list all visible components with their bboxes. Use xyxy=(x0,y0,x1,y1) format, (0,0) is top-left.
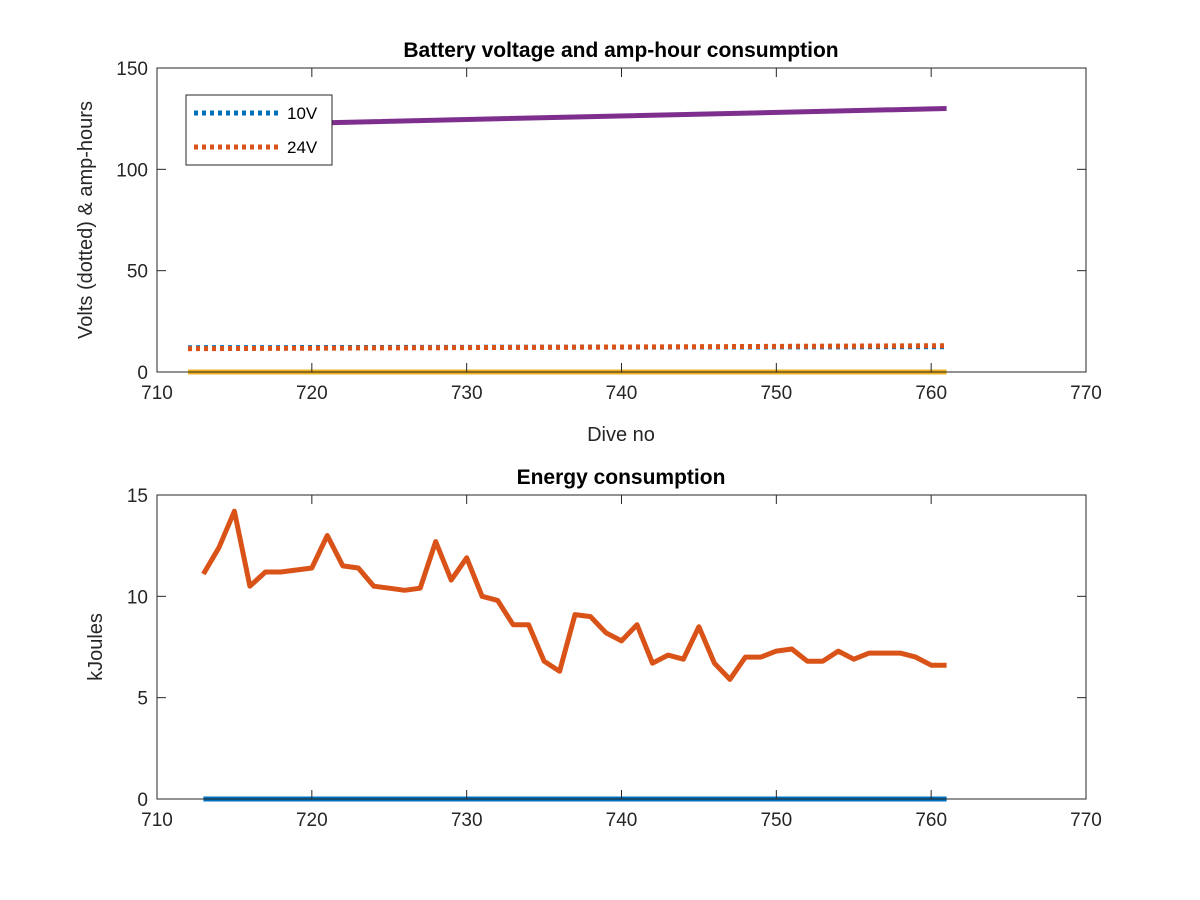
legend: 10V 24V xyxy=(185,94,333,166)
plot-area xyxy=(157,495,1086,799)
ticks-layer: 710 720 730 740 750 760 770 0 5 10 15 xyxy=(127,486,1102,831)
series-line-1 xyxy=(187,343,947,352)
x-tick-label: 750 xyxy=(760,810,792,831)
y-tick-label: 15 xyxy=(127,486,148,507)
y-tick-label: 10 xyxy=(127,587,148,608)
legend-label-24v: 24V xyxy=(287,138,318,157)
x-tick-label: 710 xyxy=(141,810,173,831)
x-tick-label: 760 xyxy=(915,383,947,404)
ticks-layer: 710 720 730 740 750 760 770 0 50 100 150 xyxy=(116,59,1102,404)
x-tick-label: 740 xyxy=(606,810,638,831)
x-tick-label: 730 xyxy=(451,383,483,404)
x-tick-label: 770 xyxy=(1070,810,1102,831)
x-tick-label: 770 xyxy=(1070,383,1102,404)
y-tick-label: 50 xyxy=(127,262,148,283)
y-tick-label: 5 xyxy=(137,689,148,710)
x-tick-label: 750 xyxy=(760,383,792,404)
y-axis-label: Volts (dotted) & amp-hours xyxy=(75,101,97,339)
voltage-axes: 710 720 730 740 750 760 770 0 50 100 150 Battery v… xyxy=(75,39,1102,446)
legend-box xyxy=(185,94,333,166)
x-tick-label: 730 xyxy=(451,810,483,831)
x-axis-label: Dive no xyxy=(587,424,655,446)
y-tick-label: 100 xyxy=(116,160,148,181)
y-tick-label: 0 xyxy=(137,790,148,811)
legend-label-10v: 10V xyxy=(287,104,318,123)
chart-title: Battery voltage and amp-hour consumption xyxy=(403,39,838,62)
y-tick-label: 150 xyxy=(116,59,148,80)
x-tick-label: 760 xyxy=(915,810,947,831)
x-tick-label: 740 xyxy=(606,383,638,404)
series-line-1 xyxy=(201,508,947,682)
chart-title: Energy consumption xyxy=(517,466,726,489)
energy-axes: 710 720 730 740 750 760 770 0 5 10 15 Energy consu… xyxy=(85,466,1102,831)
x-tick-label: 720 xyxy=(296,383,328,404)
y-tick-label: 0 xyxy=(137,363,148,384)
y-axis-label: kJoules xyxy=(85,613,107,681)
x-tick-label: 720 xyxy=(296,810,328,831)
x-tick-label: 710 xyxy=(141,383,173,404)
